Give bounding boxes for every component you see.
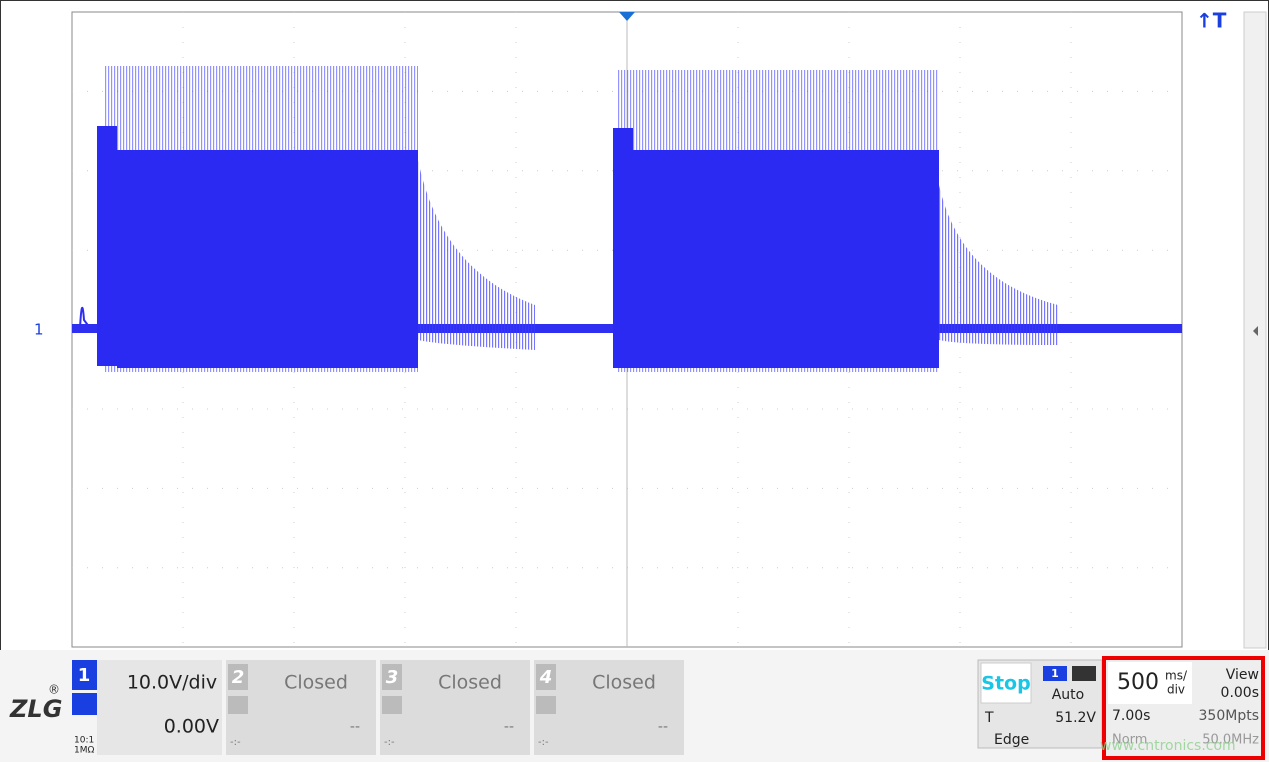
stop-button[interactable] <box>980 662 1032 704</box>
timebase-value-box[interactable] <box>1108 662 1192 704</box>
trigger-source-badge <box>1043 666 1067 681</box>
acquire-mode: Norm <box>1112 733 1147 748</box>
ch3-panel[interactable] <box>380 660 530 755</box>
timebase-unit: div <box>1167 683 1185 697</box>
waveform <box>72 66 1182 372</box>
ch3-offset: -- <box>504 719 514 735</box>
trigger-marker: ↑T <box>1196 9 1227 33</box>
ch4-panel[interactable] <box>534 660 684 755</box>
ch4-offset: -- <box>658 719 668 735</box>
trigger-level: 51.2V <box>1055 710 1096 726</box>
watermark: www.cntronics.com <box>1100 738 1236 754</box>
highlight-box <box>1102 656 1265 760</box>
ch2-position: -:- <box>230 737 241 748</box>
view-label: View <box>1226 667 1259 683</box>
ch3-number: 3 <box>386 667 399 688</box>
trigger-mode: Auto <box>1052 687 1085 703</box>
trigger-label: T <box>984 710 994 726</box>
trigger-source: 1 <box>1051 667 1059 680</box>
channel-marker: 1 <box>34 321 44 339</box>
ch1-scale: 10.0V/div <box>127 672 217 694</box>
record-length: 7.00s <box>1112 708 1150 724</box>
memory-depth: 350Mpts <box>1199 708 1259 724</box>
ch4-number: 4 <box>539 667 553 688</box>
ch3-position: -:- <box>384 737 395 748</box>
logo: ZLG <box>9 695 62 723</box>
channel-badges <box>228 664 556 714</box>
logo-mark: ® <box>48 683 60 697</box>
burst <box>117 150 418 368</box>
ch3-status: Closed <box>438 672 502 694</box>
timebase-value: 500 <box>1117 670 1159 695</box>
burst-edge <box>613 128 633 368</box>
burst-decay <box>939 185 1058 345</box>
ch1-panel[interactable] <box>97 660 222 755</box>
run-state: Stop <box>981 673 1030 695</box>
ch4-position: -:- <box>538 737 549 748</box>
ch2-offset: -- <box>350 719 360 735</box>
ch1-number: 1 <box>78 665 91 686</box>
trigger-type: Edge <box>994 732 1029 748</box>
ch2-status: Closed <box>284 672 348 694</box>
ch1-impedance: 1MΩ <box>74 746 94 756</box>
ch4-status: Closed <box>592 672 656 694</box>
trigger-icon <box>1072 666 1096 681</box>
ch1-coupling[interactable] <box>72 693 97 715</box>
burst <box>633 150 939 368</box>
side-arrow <box>1253 326 1258 336</box>
bandwidth: 50.0MHz <box>1202 733 1259 748</box>
ch1-badge[interactable] <box>72 660 97 690</box>
burst-decay <box>418 160 535 350</box>
ch1-offset: 0.00V <box>164 716 219 738</box>
view-value: 0.00s <box>1221 685 1259 701</box>
timebase-unit: ms/ <box>1165 669 1188 683</box>
burst-edge <box>97 126 117 366</box>
ch2-number: 2 <box>232 667 245 688</box>
ch1-probe: 10:1 <box>74 736 94 746</box>
trigger-position <box>619 12 635 21</box>
trace-spike <box>79 307 91 329</box>
ch2-panel[interactable] <box>226 660 376 755</box>
